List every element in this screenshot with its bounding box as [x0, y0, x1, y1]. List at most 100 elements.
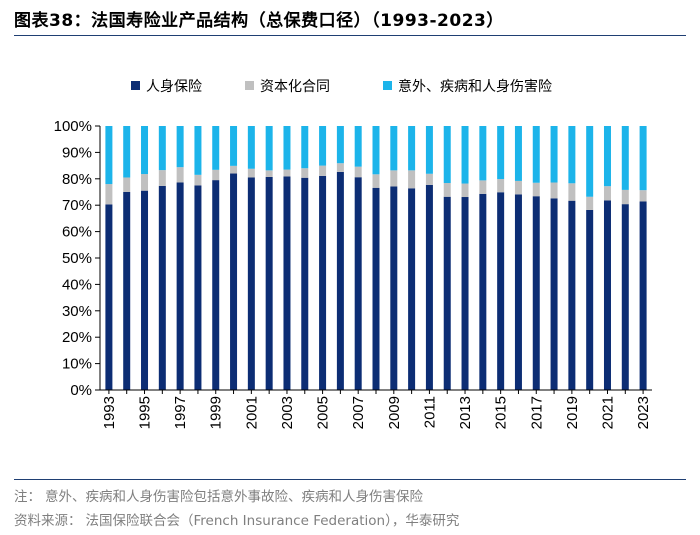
- bar-segment: [372, 187, 380, 390]
- bar-segment: [425, 126, 433, 174]
- bar-segment: [212, 180, 220, 390]
- bar-segment: [550, 198, 558, 390]
- bar-segment: [586, 126, 594, 197]
- bar-segment: [212, 169, 220, 181]
- bar-segment: [265, 176, 273, 390]
- bar-segment: [532, 182, 540, 197]
- bar-segment: [586, 196, 594, 210]
- bar-segment: [194, 126, 202, 175]
- bar-segment: [247, 126, 255, 169]
- bar-segment: [568, 200, 576, 390]
- bar-segment: [461, 126, 469, 184]
- bar-segment: [568, 183, 576, 201]
- bar-segment: [603, 200, 611, 390]
- x-tick-label: 2005: [315, 396, 332, 429]
- bar-segment: [390, 126, 398, 171]
- y-tick-label: 20%: [62, 329, 92, 346]
- bar-segment: [497, 179, 505, 193]
- figure-title: 图表38：法国寿险业产品结构（总保费口径）（1993-2023）: [14, 6, 686, 31]
- bar-segment: [212, 126, 220, 170]
- bar-segment: [408, 126, 416, 171]
- bar-segment: [408, 170, 416, 189]
- bar-segment: [372, 174, 380, 188]
- bar-segment: [105, 126, 113, 185]
- bar-segment: [621, 126, 629, 190]
- bar-segment: [443, 126, 451, 184]
- bar-segment: [461, 183, 469, 198]
- bar-segment: [158, 126, 166, 171]
- bar-segment: [408, 188, 416, 390]
- bar-segment: [568, 126, 576, 184]
- bar-segment: [158, 170, 166, 186]
- y-tick-label: 90%: [62, 144, 92, 161]
- legend-swatch: [131, 81, 140, 90]
- bar-segment: [390, 186, 398, 390]
- bar-segment: [301, 126, 309, 169]
- x-tick-label: 2009: [386, 396, 403, 429]
- legend-swatch: [383, 81, 392, 90]
- bar-segment: [514, 126, 522, 181]
- bar-segment: [105, 204, 113, 390]
- bar-segment: [479, 193, 487, 390]
- bar-segment: [247, 177, 255, 390]
- bar-segment: [141, 190, 149, 390]
- y-tick-label: 80%: [62, 171, 92, 188]
- bar-segment: [354, 166, 362, 178]
- x-tick-label: 2011: [421, 396, 438, 428]
- bar-segment: [230, 126, 238, 166]
- bar-segment: [586, 209, 594, 390]
- bar-segment: [319, 175, 327, 390]
- bar-segment: [123, 126, 131, 178]
- y-tick-label: 60%: [62, 224, 92, 241]
- x-tick-label: 2017: [528, 396, 545, 429]
- bar-segment: [425, 173, 433, 185]
- bar-segment: [603, 126, 611, 187]
- bar-segment: [123, 177, 131, 192]
- x-tick-label: 2001: [243, 396, 260, 429]
- x-tick-label: 2003: [279, 396, 296, 429]
- bar-segment: [265, 126, 273, 171]
- y-tick-label: 70%: [62, 197, 92, 214]
- bar-segment: [390, 170, 398, 187]
- footer-divider: [14, 479, 686, 480]
- y-tick-label: 100%: [54, 118, 92, 135]
- bar-segment: [621, 204, 629, 390]
- y-tick-label: 50%: [62, 250, 92, 267]
- bar-segment: [176, 167, 184, 183]
- y-tick-label: 10%: [62, 356, 92, 373]
- y-tick-label: 40%: [62, 276, 92, 293]
- bar-segment: [621, 189, 629, 205]
- x-tick-label: 2013: [457, 396, 474, 429]
- figure-label: 图表38：: [14, 11, 92, 31]
- bar-segment: [141, 126, 149, 175]
- note-label: 注：: [14, 489, 41, 505]
- bar-segment: [123, 192, 131, 390]
- bar-segment: [639, 190, 647, 202]
- bar-segment: [141, 174, 149, 191]
- bar-segment: [319, 165, 327, 176]
- bar-segment: [425, 184, 433, 390]
- x-tick-label: 1995: [137, 396, 154, 429]
- chart-title: 法国寿险业产品结构（总保费口径）（1993-2023）: [91, 11, 504, 31]
- bar-segment: [105, 184, 113, 205]
- bar-segment: [301, 168, 309, 178]
- bar-segment: [336, 126, 344, 164]
- bar-segment: [354, 126, 362, 167]
- source-text: 法国保险联合会（French Insurance Federation），华泰研…: [85, 513, 460, 529]
- bar-segment: [247, 168, 255, 178]
- legend-label: 资本化合同: [260, 79, 330, 95]
- bar-segment: [336, 163, 344, 172]
- x-tick-label: 1993: [101, 396, 118, 429]
- bar-segment: [532, 196, 540, 390]
- y-tick-label: 0%: [70, 382, 92, 399]
- bar-segment: [176, 182, 184, 390]
- stacked-bar-chart: 人身保险 资本化合同 意外、疾病和人身伤害险 0% 10% 20% 30% 40% 50% 60%…: [54, 78, 652, 429]
- bar-segment: [301, 177, 309, 390]
- bar-segment: [639, 126, 647, 191]
- legend-label: 意外、疾病和人身伤害险: [398, 78, 552, 95]
- bar-segment: [176, 126, 184, 168]
- source-line: 资料来源： 法国保险联合会（French Insurance Federation…: [14, 509, 686, 529]
- bar-segment: [514, 194, 522, 390]
- x-tick-label: 2019: [564, 396, 581, 429]
- x-tick-label: 2007: [350, 396, 367, 429]
